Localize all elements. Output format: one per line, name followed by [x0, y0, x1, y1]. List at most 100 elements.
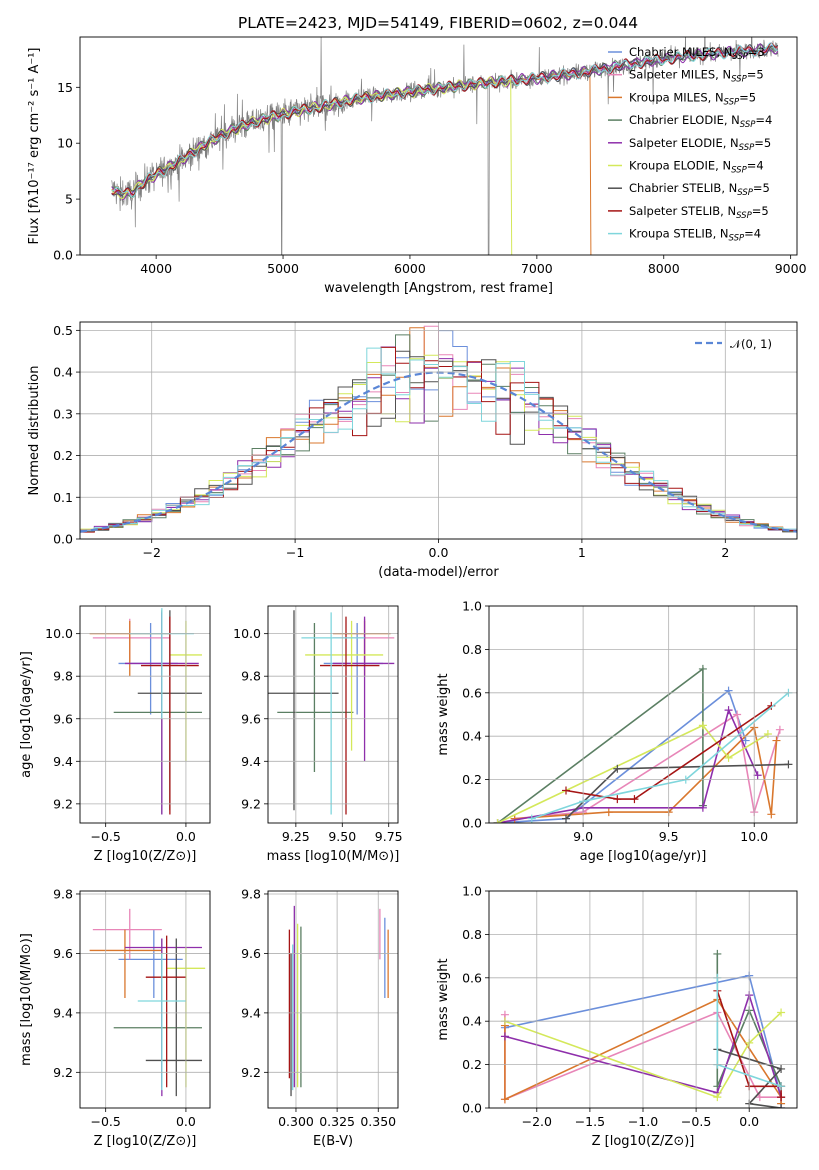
weight-marker	[777, 1064, 786, 1073]
x-tick-label: 0.0	[176, 1114, 196, 1129]
x-tick-label: 4000	[140, 261, 172, 276]
y-tick-label: 10.0	[233, 626, 261, 641]
x-tick-label: −1.5	[575, 1114, 605, 1129]
y-tick-label: 0.2	[53, 448, 73, 463]
weight-marker	[713, 949, 722, 958]
weight-marker	[775, 725, 784, 734]
legend-entry: Kroupa MILES, NSSP=5	[629, 90, 756, 107]
y-tick-label: 9.6	[53, 711, 73, 726]
weight-marker	[613, 795, 622, 804]
x-tick-label: 0.0	[176, 829, 196, 844]
axes-frame	[488, 605, 798, 824]
y-tick-label: 0.6	[462, 970, 482, 985]
x-tick-label: −0.5	[90, 1114, 120, 1129]
y-tick-label: 9.8	[53, 669, 73, 684]
panel-age-vs-mass: 9.25 9.50 9.75 9.2 9.4 9.6 9.8 10.0 mass [log10(…	[233, 605, 403, 864]
weight-marker	[493, 819, 502, 823]
x-tick-label: −2.0	[522, 1114, 552, 1129]
legend-entry: Chabrier STELIB, NSSP=5	[629, 181, 770, 198]
plot-area	[268, 610, 395, 815]
y-axis-label: mass [log10(M/M⊙)]	[19, 933, 34, 1066]
axes-frame	[79, 890, 211, 1109]
y-tick-label: 9.6	[241, 711, 261, 726]
weight-marker	[777, 1008, 786, 1017]
weight-marker	[500, 1095, 509, 1104]
y-tick-label: 0.0	[462, 1101, 482, 1116]
plot-area	[89, 608, 202, 815]
weight-marker	[755, 1093, 764, 1102]
axes-frame	[267, 890, 399, 1109]
x-tick-label: 6000	[394, 261, 426, 276]
y-tick-label: 9.2	[53, 1065, 73, 1080]
y-tick-label: 9.8	[53, 886, 73, 901]
x-tick-label: 0.325	[319, 1114, 355, 1129]
y-tick-label: 1.0	[462, 884, 482, 899]
weight-marker	[613, 764, 622, 773]
legend-entry: 𝒩(0, 1)	[730, 337, 772, 351]
weight-marker	[604, 808, 613, 817]
panel-age-vs-Z: −0.5 0.0 9.2 9.4 9.6 9.8 10.0 Z [log10(Z/Z⊙)] ag…	[19, 605, 211, 864]
y-tick-label: 0.4	[53, 365, 73, 380]
y-axis-label: age [log10(age/yr)]	[19, 651, 34, 778]
x-tick-label: 9.0	[573, 829, 593, 844]
model-line	[111, 42, 778, 196]
weight-marker	[777, 1082, 786, 1091]
weight-marker	[753, 771, 762, 780]
y-tick-label: 1.0	[462, 599, 482, 614]
y-tick-label: 9.6	[53, 946, 73, 961]
weight-marker	[772, 736, 781, 745]
legend-entry: Chabrier ELODIE, NSSP=4	[629, 113, 772, 130]
legend-entry: Chabrier MILES, NSSP=3	[629, 45, 765, 62]
y-tick-label: 0.0	[53, 248, 73, 263]
weight-marker	[562, 814, 570, 823]
weight-marker	[733, 710, 742, 719]
x-tick-label: 0.300	[278, 1114, 314, 1129]
y-tick-label: 0.8	[462, 927, 482, 942]
y-tick-label: 9.8	[241, 669, 261, 684]
x-tick-label: 0.0	[429, 545, 449, 560]
x-axis-label: E(B-V)	[313, 1134, 353, 1149]
weight-marker	[767, 810, 776, 819]
panel-massweight-vs-Z: −2.0 −1.5 −1.0 −0.5 0.0 0.0 0.2 0.4 0.6 0.8 1.0 Z […	[436, 884, 798, 1149]
y-tick-label: 10.0	[45, 626, 73, 641]
x-tick-label: −1.0	[628, 1114, 658, 1129]
legend-entry: Salpeter MILES, NSSP=5	[629, 68, 764, 85]
y-tick-label: 15	[57, 80, 73, 95]
x-tick-label: −0.5	[681, 1114, 711, 1129]
legend-entry: Kroupa ELODIE, NSSP=4	[629, 159, 764, 176]
x-tick-label: 7000	[521, 261, 553, 276]
x-axis-label: Z [log10(Z/Z⊙)]	[94, 849, 197, 864]
y-tick-label: 0.8	[462, 642, 482, 657]
y-tick-label: 9.2	[53, 796, 73, 811]
weight-marker	[784, 760, 793, 769]
panel-mass-vs-EBV: 0.300 0.325 0.350 9.2 9.4 9.6 9.8 E(B-V)	[241, 886, 399, 1149]
panel-massweight-vs-age: 9.0 9.5 10.0 0.0 0.2 0.4 0.6 0.8 1.0 age [log10(a…	[436, 599, 798, 864]
x-tick-label: 0.350	[360, 1114, 396, 1129]
y-tick-label: 0.2	[462, 772, 482, 787]
weight-marker	[713, 1093, 722, 1102]
y-axis-label: Flux [fλ10⁻¹⁷ erg cm⁻² s⁻¹ A⁻¹]	[27, 48, 42, 245]
x-tick-label: −2	[142, 545, 160, 560]
model-line	[111, 76, 513, 255]
x-tick-label: 8000	[648, 261, 680, 276]
y-tick-label: 0.0	[53, 532, 73, 547]
x-tick-label: 9000	[775, 261, 807, 276]
y-tick-label: 9.2	[241, 1065, 261, 1080]
weight-marker	[724, 753, 733, 762]
model-line	[111, 42, 778, 199]
x-tick-label: −1	[286, 545, 304, 560]
y-tick-label: 0.3	[53, 406, 73, 421]
x-axis-label: Z [log10(Z/Z⊙)]	[592, 1134, 695, 1149]
weight-line	[716, 990, 782, 1098]
x-axis-label: age [log10(age/yr)]	[580, 849, 707, 864]
weight-marker	[777, 1093, 786, 1102]
weight-marker	[510, 814, 519, 823]
weight-line	[565, 705, 772, 800]
x-tick-label: 2	[721, 545, 729, 560]
y-tick-label: 0.0	[462, 816, 482, 831]
y-tick-label: 9.6	[241, 946, 261, 961]
x-axis-label: mass [log10(M/M⊙)]	[267, 849, 400, 864]
weight-marker	[763, 730, 772, 739]
x-tick-label: 5000	[267, 261, 299, 276]
y-tick-label: 0.4	[462, 1014, 482, 1029]
